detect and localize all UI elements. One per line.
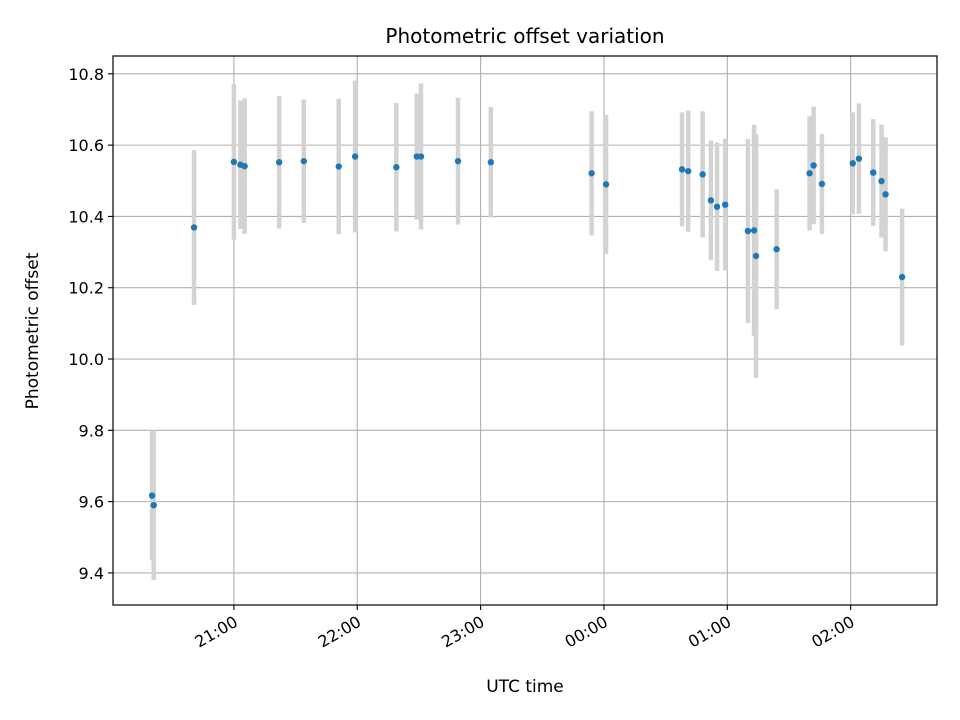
data-point [713,203,721,210]
data-point [454,157,462,165]
data-point [855,155,863,162]
data-point [393,164,400,171]
data-point [678,166,686,173]
data-point [417,153,425,160]
data-point [684,167,692,175]
y-tick-label: 10.8 [68,65,104,84]
y-axis-label: Photometric offset [23,252,43,409]
y-tick-label: 10.0 [68,350,104,369]
data-point [300,157,308,165]
data-point [810,162,817,169]
data-point [878,177,885,185]
data-point [148,492,156,499]
data-point [351,153,359,160]
data-point [150,501,157,509]
data-point [882,191,889,198]
y-tick-label: 10.2 [68,279,104,298]
data-point [707,197,715,204]
x-axis-label: UTC time [486,677,564,697]
data-point [870,169,877,176]
y-tick-label: 9.6 [79,493,104,512]
data-point [722,201,729,208]
data-point [752,252,760,260]
data-point [744,227,752,235]
y-axis-ticks: 9.4 9.6 9.8 10.0 10.2 10.4 10.6 10.8 [68,65,113,583]
plot-frame [112,55,938,606]
data-point [602,181,610,188]
data-point [750,227,758,234]
data-point [818,180,826,188]
data-point [806,170,813,177]
chart-title: Photometric offset variation [385,24,664,48]
data-point [849,160,856,167]
data-point [241,162,248,170]
data-point [898,273,906,281]
y-tick-label: 9.4 [79,564,104,583]
y-tick-label: 9.8 [79,421,104,440]
data-point [699,171,706,178]
data-points [148,153,906,509]
y-tick-label: 10.4 [68,207,104,226]
data-point [588,170,595,177]
data-point [275,159,283,166]
y-tick-label: 10.6 [68,136,104,155]
data-point [190,224,198,231]
data-point [335,163,342,170]
data-point [487,159,495,166]
data-point [230,158,238,166]
data-point [773,246,780,253]
